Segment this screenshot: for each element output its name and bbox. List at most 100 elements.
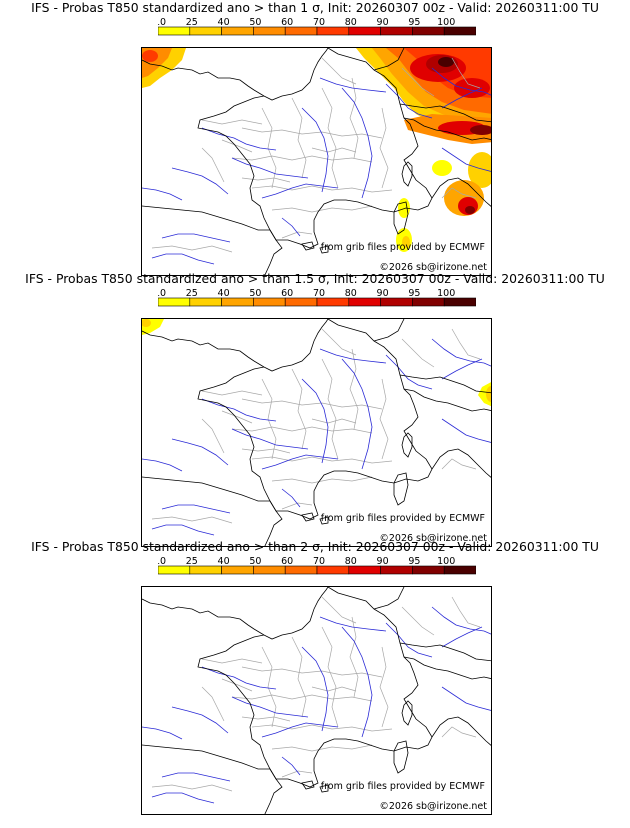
region-boundary <box>251 724 393 732</box>
region-boundary <box>201 147 225 183</box>
probability-area <box>454 78 490 98</box>
island-outline <box>301 780 315 790</box>
colorbar-swatch <box>284 297 318 307</box>
ecmwf-credit: from grib files provided by ECMWF <box>320 242 485 253</box>
region-boundary <box>451 328 481 360</box>
region-boundary <box>241 666 383 678</box>
colorbar-swatch <box>348 565 381 575</box>
region-boundary <box>251 456 393 464</box>
colorbar-swatch <box>221 297 254 307</box>
river <box>231 157 309 179</box>
border-line <box>431 177 491 207</box>
ecmwf-credit: from grib files provided by ECMWF <box>320 513 485 524</box>
region-boundary <box>271 205 373 213</box>
border-line <box>399 103 491 123</box>
probability-area <box>470 125 491 135</box>
river <box>319 77 387 93</box>
colorbar-tick-label: 80 <box>345 288 357 299</box>
colorbar-tick-label: 60 <box>281 556 293 567</box>
river <box>441 418 491 443</box>
coastlines-borders <box>142 587 491 814</box>
colorbar-tick-label: 95 <box>408 556 420 567</box>
colorbar-tick-label: 60 <box>281 17 293 28</box>
colorbar-swatch <box>316 26 350 36</box>
island-outline <box>319 784 329 793</box>
probability-area <box>142 50 158 62</box>
colorbar-tick-label: 50 <box>249 17 261 28</box>
river <box>441 87 483 109</box>
island-outline <box>401 161 413 187</box>
map-panel-1: IFS - Probas T850 standardized ano > tha… <box>0 0 630 276</box>
colorbar-swatch <box>189 297 222 307</box>
colorbar-tick-label: 80 <box>345 17 357 28</box>
region-boundary <box>349 77 359 159</box>
border-line <box>142 476 283 546</box>
colorbar-tick-label: 95 <box>408 288 420 299</box>
river <box>161 772 231 782</box>
region-boundary <box>291 636 307 718</box>
colorbar: 10 25 40 50 60 70 80 90 95 100 <box>158 17 476 36</box>
region-boundary <box>261 378 277 460</box>
river <box>261 722 339 738</box>
river <box>341 626 373 738</box>
region-boundary <box>261 646 277 728</box>
rivers <box>142 338 491 536</box>
colorbar-tick-label: 25 <box>186 17 198 28</box>
region-boundary <box>261 107 277 189</box>
border-line <box>142 205 283 275</box>
river <box>231 696 309 718</box>
map-panel-3: IFS - Probas T850 standardized ano > tha… <box>0 539 630 815</box>
colorbar-swatch <box>412 297 445 307</box>
colorbar-swatch <box>380 565 413 575</box>
region-boundary <box>311 147 357 153</box>
colorbar-tick-label: 70 <box>313 17 325 28</box>
region-boundary <box>451 57 481 89</box>
river <box>385 354 433 390</box>
probability-fill-layer <box>142 319 491 407</box>
colorbar-tick-label: 70 <box>313 556 325 567</box>
colorbar-tick-label: 100 <box>437 288 455 299</box>
region-boundary <box>231 426 373 434</box>
river <box>441 358 483 380</box>
colorbar-tick-label: 90 <box>377 17 389 28</box>
colorbar-tick-label: 50 <box>249 288 261 299</box>
colorbar-swatch <box>189 26 222 36</box>
colorbar-swatch <box>158 26 191 36</box>
river <box>151 524 215 536</box>
probability-area <box>142 319 151 327</box>
region-boundaries <box>151 57 481 253</box>
colorbar-tick-label: 50 <box>249 556 261 567</box>
colorbar-tick-label: 25 <box>186 556 198 567</box>
colorbar-swatch <box>316 297 350 307</box>
region-boundary <box>321 87 339 189</box>
river <box>385 83 433 119</box>
region-boundary <box>311 686 357 692</box>
colorbar-swatch <box>348 26 381 36</box>
region-boundary <box>201 390 263 396</box>
region-boundary <box>441 726 477 738</box>
border-line <box>403 388 491 412</box>
region-boundary <box>241 398 383 410</box>
border-line <box>142 48 329 101</box>
region-boundary <box>441 187 477 199</box>
river <box>142 187 183 201</box>
colorbar-swatch <box>253 26 286 36</box>
border-line <box>142 319 329 372</box>
colorbar-tick-label: 10 <box>158 17 166 28</box>
copyright-notice: ©2026 sb@irizone.net <box>379 262 487 273</box>
colorbar-swatch <box>221 565 254 575</box>
probability-area <box>402 236 410 248</box>
region-boundary <box>321 57 357 85</box>
region-boundaries <box>151 328 481 524</box>
colorbar-tick-label: 90 <box>377 288 389 299</box>
colorbar-swatch <box>284 26 318 36</box>
probability-area <box>465 206 475 214</box>
panel-title: IFS - Probas T850 standardized ano > tha… <box>31 539 599 554</box>
map-image <box>142 319 491 546</box>
island-outline <box>401 700 413 726</box>
river <box>201 127 277 151</box>
region-boundary <box>379 646 389 728</box>
river <box>301 107 329 193</box>
region-boundary <box>151 784 233 792</box>
region-boundaries <box>151 596 481 792</box>
